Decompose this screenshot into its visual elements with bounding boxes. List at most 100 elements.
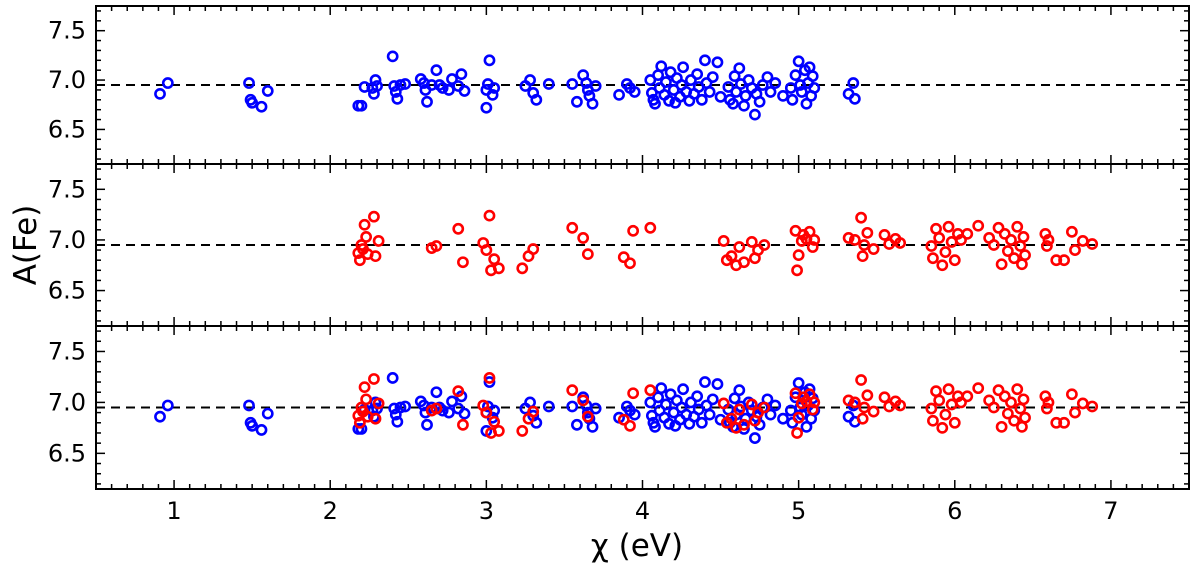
data-point <box>486 88 499 101</box>
data-point <box>685 74 697 86</box>
data-point <box>789 69 802 82</box>
x-tick-label: 3 <box>479 497 494 525</box>
data-point <box>360 393 373 406</box>
x-tick-label: 1 <box>166 497 181 525</box>
data-point <box>446 395 458 408</box>
data-point <box>480 406 493 419</box>
data-point <box>806 241 819 253</box>
data-point <box>660 398 672 411</box>
data-point <box>878 391 891 404</box>
data-point <box>933 394 946 407</box>
data-point <box>566 78 579 90</box>
data-point <box>667 406 680 419</box>
data-point <box>391 415 404 428</box>
data-point <box>1050 416 1063 429</box>
data-point <box>739 89 752 102</box>
data-point <box>660 76 672 88</box>
data-point <box>942 383 955 396</box>
data-point <box>586 97 599 110</box>
data-point <box>527 243 540 255</box>
data-point <box>386 50 399 63</box>
data-point <box>867 243 880 255</box>
data-point <box>961 390 974 403</box>
data-point <box>425 79 438 91</box>
data-point <box>777 89 789 102</box>
data-point <box>1011 383 1024 396</box>
data-point <box>492 425 505 437</box>
data-point <box>695 416 708 429</box>
data-point <box>589 402 602 415</box>
data-point <box>1050 254 1063 267</box>
data-point <box>399 78 412 90</box>
data-point <box>745 236 758 248</box>
data-point <box>894 237 907 249</box>
data-point <box>842 394 855 407</box>
data-point <box>649 97 661 110</box>
data-point <box>664 388 677 401</box>
data-point <box>808 234 821 246</box>
data-point <box>566 400 579 413</box>
panel-top: 6.5 7.0 7.5 <box>48 5 1190 165</box>
data-point <box>792 411 805 424</box>
data-point <box>577 232 590 244</box>
data-point <box>353 416 366 429</box>
data-point <box>581 410 594 423</box>
data-point <box>369 250 382 263</box>
data-point <box>644 396 657 409</box>
data-point <box>655 60 668 73</box>
panel-frame <box>95 325 1190 490</box>
data-point <box>699 54 711 67</box>
data-point <box>566 384 579 397</box>
data-point <box>457 418 469 431</box>
data-point <box>358 218 371 231</box>
data-point <box>516 425 529 437</box>
data-point <box>699 376 711 388</box>
data-point <box>1058 416 1070 429</box>
data-point <box>936 259 949 272</box>
data-point <box>1065 388 1078 401</box>
data-point <box>714 90 727 103</box>
data-point <box>1017 230 1030 243</box>
data-point <box>644 221 657 234</box>
data-point <box>695 93 708 106</box>
data-point <box>480 101 493 114</box>
data-point <box>372 235 385 247</box>
data-point <box>524 74 536 86</box>
y-tick-label: 6.5 <box>48 277 86 305</box>
data-point <box>792 249 805 262</box>
data-point <box>645 409 658 422</box>
data-point <box>492 262 505 275</box>
data-point <box>749 108 761 121</box>
data-point <box>586 420 599 433</box>
y-tick-label: 7.0 <box>48 388 86 416</box>
data-point <box>1041 402 1053 415</box>
data-point <box>808 82 821 94</box>
data-point <box>764 86 777 98</box>
data-point <box>488 82 501 94</box>
data-point <box>527 405 540 418</box>
data-point <box>855 211 867 224</box>
data-point <box>995 258 1008 271</box>
data-point <box>628 408 641 421</box>
data-point <box>457 256 469 269</box>
data-point <box>749 432 761 444</box>
data-point <box>725 412 738 425</box>
data-point <box>939 246 952 258</box>
data-point <box>861 389 874 402</box>
data-point <box>685 396 697 409</box>
data-point <box>733 384 746 397</box>
data-point <box>571 418 583 431</box>
data-point <box>483 376 496 388</box>
data-point <box>867 405 880 418</box>
data-point <box>627 387 640 400</box>
data-point <box>858 239 871 251</box>
data-point <box>243 399 255 412</box>
data-point <box>738 418 750 431</box>
data-point <box>261 407 274 420</box>
data-point <box>703 408 716 421</box>
y-tick-label: 6.5 <box>48 439 86 467</box>
data-point <box>717 235 730 247</box>
data-point <box>388 80 401 92</box>
data-point <box>927 414 939 427</box>
data-point <box>761 71 774 83</box>
